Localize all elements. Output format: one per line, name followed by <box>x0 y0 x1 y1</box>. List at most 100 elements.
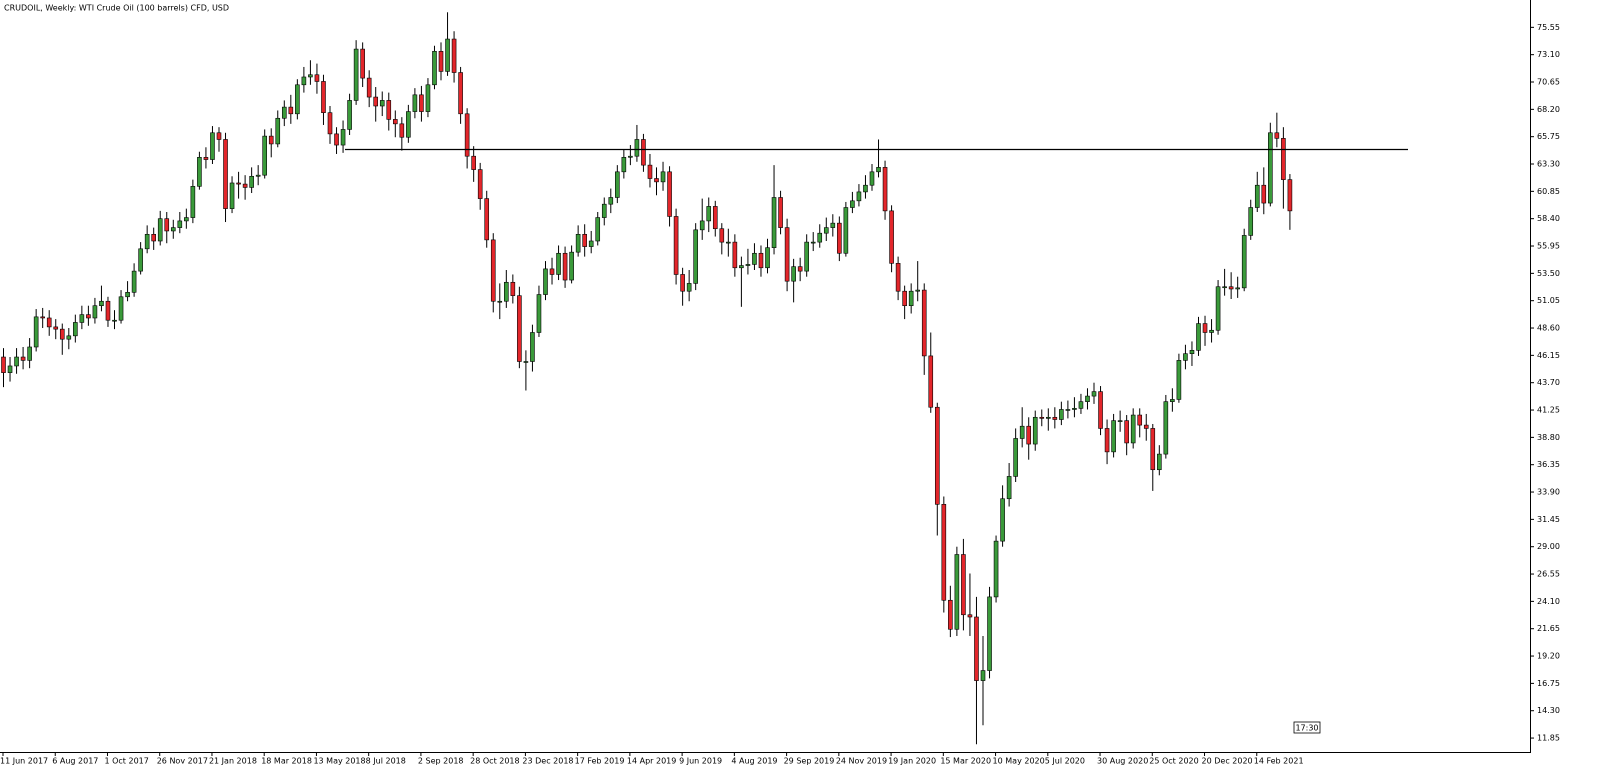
candle-body <box>817 232 823 243</box>
candle-body <box>249 175 254 188</box>
candle-body <box>131 270 137 293</box>
candle-body <box>895 263 901 292</box>
candle-body <box>843 207 849 254</box>
x-tick-label: 10 May 2020 <box>993 757 1045 766</box>
candle-body <box>229 182 235 209</box>
candle-body <box>1098 391 1103 429</box>
x-tick-label: 15 Mar 2020 <box>940 757 991 766</box>
candle-body <box>948 599 953 630</box>
candle-body <box>321 81 326 113</box>
x-tick-label: 14 Feb 2021 <box>1254 757 1304 766</box>
candle-body <box>1215 286 1221 331</box>
candle-body <box>157 218 163 242</box>
candle-body <box>510 281 516 296</box>
candle-body <box>360 48 365 79</box>
y-tick-label: 46.15 <box>1537 351 1560 360</box>
y-tick-label: 36.35 <box>1537 460 1560 469</box>
candle-body <box>556 252 561 275</box>
candle-body <box>647 164 653 179</box>
candle-body <box>203 157 209 160</box>
y-tick-label: 48.60 <box>1537 324 1560 333</box>
candle-body <box>732 241 738 269</box>
x-tick-label: 2 Sep 2018 <box>418 757 464 766</box>
candle-body <box>739 265 744 269</box>
x-tick-label: 1 Oct 2017 <box>104 757 148 766</box>
candle-body <box>73 322 78 337</box>
candle-body <box>615 171 620 198</box>
candle-body <box>295 84 300 115</box>
candle-body <box>530 332 535 362</box>
x-tick-label: 9 Jun 2019 <box>679 757 722 766</box>
candle-body <box>92 305 98 319</box>
candle-body <box>334 133 339 146</box>
y-tick-label: 51.05 <box>1537 296 1560 305</box>
candle-body <box>105 300 111 321</box>
time-box <box>1293 721 1321 734</box>
candle-body <box>1137 414 1143 426</box>
candle-body <box>693 229 698 284</box>
candle-body <box>889 210 894 264</box>
candle-body <box>1176 360 1182 400</box>
candle-body <box>66 335 72 340</box>
candle-body <box>1157 453 1162 471</box>
candle-body <box>562 252 568 281</box>
candle-body <box>177 220 183 228</box>
candle-body <box>20 356 26 361</box>
candle-body <box>379 100 385 107</box>
chart-title: CRUDOIL, Weekly: WTI Crude Oil (100 barr… <box>4 4 229 13</box>
candle-body <box>961 554 966 616</box>
candle-body <box>1183 353 1188 361</box>
x-tick-label: 30 Aug 2020 <box>1097 757 1148 766</box>
candle-body <box>1235 287 1240 290</box>
candle-body <box>59 328 65 340</box>
candle-body <box>86 314 91 319</box>
candle-body <box>1065 409 1071 411</box>
candle-body <box>719 228 725 243</box>
candle-body <box>268 135 274 145</box>
candle-body <box>908 290 914 307</box>
y-tick-label: 21.65 <box>1537 624 1560 633</box>
candle-body <box>477 169 483 199</box>
candle-body <box>1111 420 1116 453</box>
candle-body <box>242 183 248 188</box>
candle-body <box>164 218 170 232</box>
x-tick-label: 28 Oct 2018 <box>470 757 519 766</box>
candle-body <box>438 51 444 72</box>
candle-body <box>660 171 666 183</box>
x-tick-label: 24 Nov 2019 <box>836 757 887 766</box>
candle-body <box>46 317 52 328</box>
candle-body <box>1052 416 1058 420</box>
candle-body <box>699 220 705 231</box>
candle-body <box>830 222 836 228</box>
candle-body <box>745 264 751 266</box>
candle-body <box>921 289 927 357</box>
candle-body <box>399 123 405 138</box>
candle-body <box>771 197 777 248</box>
y-tick-label: 58.40 <box>1537 214 1560 223</box>
candle-body <box>543 268 548 295</box>
candle-body <box>1209 329 1214 333</box>
candle-body <box>902 290 907 307</box>
candle-body <box>1281 138 1286 180</box>
candle-body <box>856 191 862 202</box>
x-tick-label: 6 Aug 2017 <box>52 757 98 766</box>
candle-body <box>1196 323 1201 351</box>
candle-body <box>634 139 640 157</box>
candle-body <box>1046 416 1051 419</box>
y-tick-label: 33.90 <box>1537 488 1560 497</box>
y-tick-label: 16.75 <box>1537 679 1560 688</box>
candle-body <box>373 96 379 107</box>
candle-body <box>934 406 940 505</box>
candle-body <box>1039 416 1045 419</box>
y-tick-label: 43.70 <box>1537 378 1560 387</box>
candle-body <box>974 616 979 681</box>
candle-body <box>392 119 398 125</box>
candle-body <box>549 268 555 275</box>
candle-body <box>765 247 770 269</box>
candle-body <box>1091 391 1097 397</box>
y-tick-label: 29.00 <box>1537 542 1560 551</box>
candle-body <box>327 112 333 135</box>
y-tick-label: 11.85 <box>1537 734 1560 743</box>
candle-body <box>79 314 85 323</box>
x-tick-label: 20 Dec 2020 <box>1202 757 1253 766</box>
